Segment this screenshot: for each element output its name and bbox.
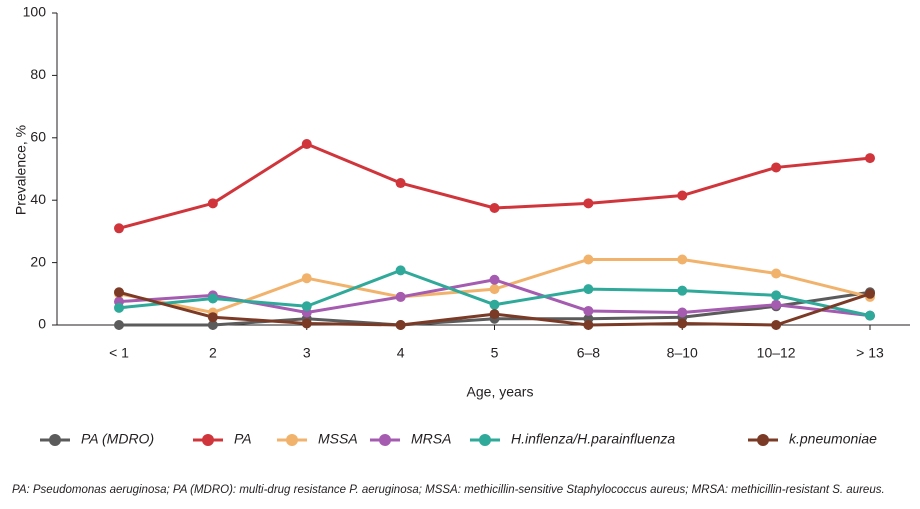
x-tick-label: 4 — [397, 345, 405, 361]
data-point — [677, 318, 688, 329]
data-point — [583, 254, 594, 265]
data-point — [395, 178, 406, 189]
footnote: PA: Pseudomonas aeruginosa; PA (MDRO): m… — [12, 484, 885, 496]
data-point — [114, 223, 124, 234]
legend-marker — [49, 434, 61, 446]
y-tick-label: 40 — [30, 191, 46, 207]
data-point — [489, 274, 500, 285]
data-point — [395, 320, 406, 330]
data-point — [207, 312, 218, 323]
data-point — [207, 320, 218, 330]
x-tick-label: 6–8 — [577, 345, 601, 361]
data-point — [865, 310, 875, 321]
y-tick-label: 60 — [30, 129, 46, 145]
legend-label: H.inflenza/H.parainfluenza — [511, 431, 675, 447]
data-point — [395, 265, 406, 276]
y-tick-label: 20 — [30, 253, 46, 269]
legend-label: MSSA — [318, 431, 358, 447]
data-point — [583, 305, 594, 316]
data-point — [583, 198, 594, 209]
data-point — [677, 190, 688, 201]
legend-marker — [202, 434, 214, 446]
legend-label: k.pneumoniae — [789, 431, 877, 447]
data-point — [771, 320, 782, 330]
legend-label: PA — [234, 431, 252, 447]
data-point — [771, 299, 782, 310]
data-point — [301, 139, 312, 150]
legend-label: MRSA — [411, 431, 451, 447]
x-tick-label: < 1 — [109, 345, 129, 361]
series-line — [118, 142, 871, 230]
data-point — [114, 287, 124, 298]
data-point — [865, 288, 875, 299]
data-point — [771, 290, 782, 301]
data-point — [489, 309, 500, 320]
legend-marker — [757, 434, 769, 446]
data-point — [301, 301, 312, 312]
y-tick-label: 80 — [30, 66, 46, 82]
data-point — [771, 162, 782, 173]
x-tick-label: 5 — [491, 345, 499, 361]
x-tick-label: 2 — [209, 345, 217, 361]
data-point — [207, 293, 218, 304]
x-tick-label: 8–10 — [667, 345, 698, 361]
data-point — [677, 285, 688, 296]
legend-marker — [286, 434, 298, 446]
data-point — [489, 203, 500, 213]
data-point — [489, 284, 500, 295]
y-tick-label: 0 — [38, 316, 46, 332]
data-point — [677, 307, 688, 318]
x-tick-label: > 13 — [856, 345, 884, 361]
y-tick-label: 100 — [23, 4, 47, 20]
data-point — [583, 284, 594, 295]
data-point — [301, 273, 312, 284]
data-point — [395, 291, 406, 302]
data-point — [677, 254, 688, 265]
y-axis-label: Prevalence, % — [13, 125, 29, 215]
legend-marker — [379, 434, 391, 446]
data-point — [489, 299, 500, 310]
legend-label: PA (MDRO) — [81, 431, 154, 447]
legend-marker — [479, 434, 491, 446]
data-point — [207, 198, 218, 209]
x-tick-label: 3 — [303, 345, 311, 361]
data-point — [114, 320, 124, 330]
data-point — [583, 320, 594, 330]
data-point — [865, 153, 875, 164]
data-point — [301, 318, 312, 329]
x-tick-label: 10–12 — [757, 345, 796, 361]
x-axis-label: Age, years — [467, 384, 534, 400]
data-point — [771, 268, 782, 279]
data-point — [114, 302, 124, 313]
